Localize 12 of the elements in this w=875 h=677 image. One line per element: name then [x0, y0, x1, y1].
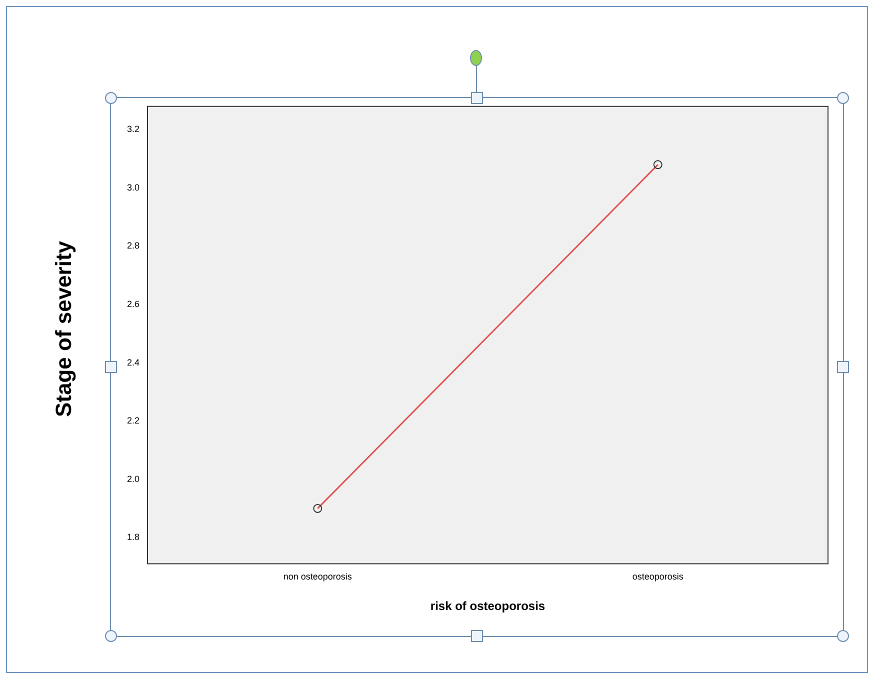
y-tick-label: 2.0: [126, 474, 140, 484]
x-tick-label: non osteoporosis: [283, 572, 352, 582]
y-tick-label: 2.8: [126, 240, 140, 251]
x-tick-label: osteoporosis: [632, 572, 684, 582]
y-tick-label: 3.2: [126, 124, 140, 134]
y-tick-label: 2.4: [126, 357, 140, 368]
y-tick-label: 2.6: [126, 298, 140, 309]
x-axis-title: risk of osteoporosis: [430, 599, 546, 614]
y-tick-label: 2.2: [126, 416, 140, 426]
y-tick-label: 3.0: [126, 182, 140, 192]
y-axis-title: Stage of severity: [51, 240, 77, 420]
y-tick-label: 1.8: [126, 532, 140, 542]
